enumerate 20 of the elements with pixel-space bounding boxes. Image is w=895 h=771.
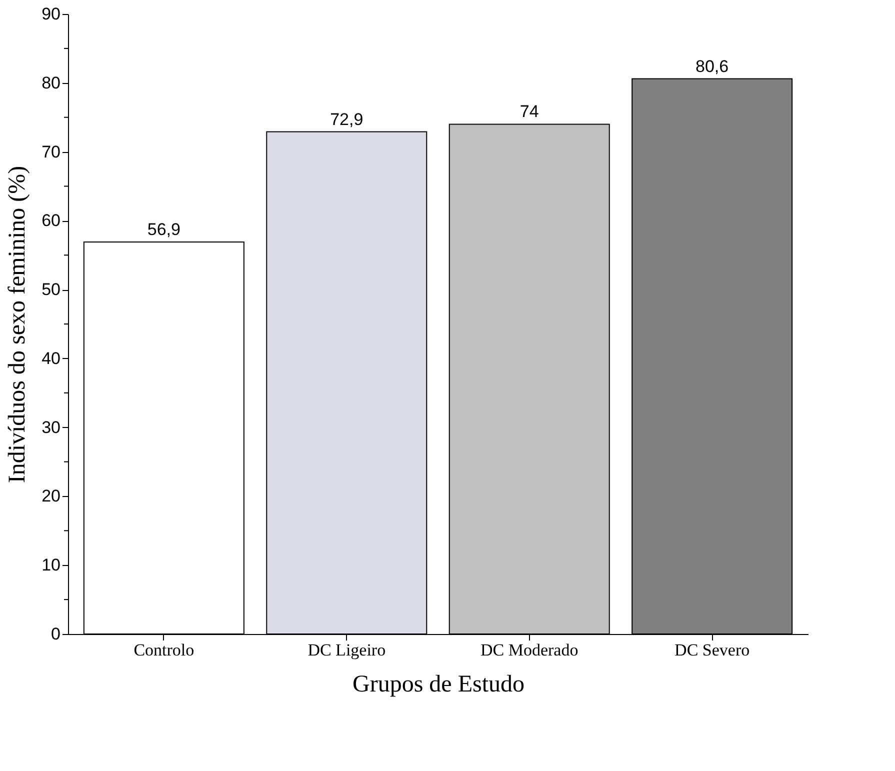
y-axis-title: Indivíduos do sexo feminino (%) — [4, 166, 31, 484]
x-axis-title: Grupos de Estudo — [352, 672, 524, 698]
data-label: 80,6 — [696, 56, 729, 76]
y-tick-label: 70 — [42, 142, 60, 162]
y-tick-label: 10 — [42, 556, 60, 575]
x-tick-label: DC Moderado — [480, 640, 578, 660]
y-tick-label: 20 — [42, 486, 60, 506]
x-tick-label: Controlo — [134, 640, 194, 660]
data-label: 56,9 — [147, 220, 180, 240]
y-tick-label: 80 — [42, 73, 60, 92]
y-tick-label: 40 — [42, 348, 60, 368]
y-tick-label: 90 — [42, 4, 60, 24]
y-tick-label: 0 — [51, 624, 60, 644]
x-tick-label: DC Severo — [674, 640, 750, 660]
x-tick-label: DC Ligeiro — [308, 640, 386, 660]
data-label: 72,9 — [330, 110, 364, 129]
y-tick-label: 30 — [42, 418, 60, 437]
y-tick-label: 50 — [42, 280, 60, 300]
y-tick-label: 60 — [42, 211, 60, 230]
data-label: 74 — [520, 102, 539, 122]
